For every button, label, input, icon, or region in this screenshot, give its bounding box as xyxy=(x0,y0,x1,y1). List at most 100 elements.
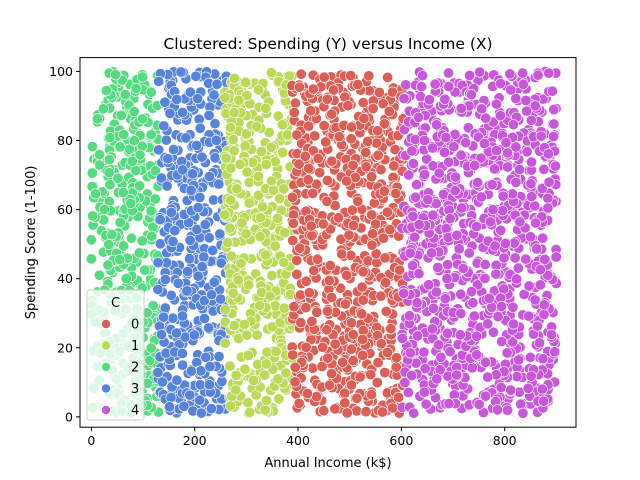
data-point xyxy=(219,304,231,316)
data-point xyxy=(455,102,467,114)
data-point xyxy=(538,163,550,175)
data-point xyxy=(494,110,506,122)
data-point xyxy=(407,158,419,170)
data-point xyxy=(449,171,461,183)
points-layer xyxy=(85,66,562,419)
data-point xyxy=(307,145,319,157)
data-point xyxy=(219,209,231,221)
series-1-points xyxy=(219,67,300,419)
data-point xyxy=(510,141,522,153)
data-point xyxy=(495,224,507,236)
data-point xyxy=(118,129,130,141)
data-point xyxy=(464,70,476,82)
data-point xyxy=(288,301,300,313)
data-point xyxy=(427,209,439,221)
data-point xyxy=(228,72,240,84)
data-point xyxy=(128,135,140,147)
data-point xyxy=(261,394,273,406)
data-point xyxy=(175,66,187,78)
data-point xyxy=(365,368,377,380)
data-point xyxy=(164,401,176,413)
data-point xyxy=(110,69,122,81)
data-point xyxy=(222,237,234,249)
data-point xyxy=(538,299,550,311)
data-point xyxy=(232,274,244,286)
data-point xyxy=(375,338,387,350)
x-tick-label: 400 xyxy=(286,433,310,448)
data-point xyxy=(328,84,340,96)
legend-label: 3 xyxy=(131,382,139,397)
data-point xyxy=(225,162,237,174)
data-point xyxy=(484,216,496,228)
data-point xyxy=(347,219,359,231)
data-point xyxy=(198,251,210,263)
data-point xyxy=(480,112,492,124)
plot-area-frame xyxy=(79,57,577,428)
data-point xyxy=(548,118,560,130)
data-point xyxy=(455,307,467,319)
data-point xyxy=(260,249,272,261)
data-point xyxy=(219,337,231,349)
data-point xyxy=(456,202,468,214)
data-point xyxy=(194,122,206,134)
data-point xyxy=(346,204,358,216)
data-point xyxy=(492,311,504,323)
data-point xyxy=(468,310,480,322)
data-point xyxy=(307,83,319,95)
data-point xyxy=(517,67,529,79)
data-point xyxy=(413,268,425,280)
data-point xyxy=(356,308,368,320)
data-point xyxy=(321,324,333,336)
data-point xyxy=(180,132,192,144)
data-point xyxy=(85,234,97,246)
data-point xyxy=(177,310,189,322)
data-point xyxy=(345,343,357,355)
data-point xyxy=(471,330,483,342)
data-point xyxy=(171,327,183,339)
data-point xyxy=(187,168,199,180)
data-point xyxy=(321,175,333,187)
data-point xyxy=(467,297,479,309)
data-point xyxy=(309,130,321,142)
data-point xyxy=(139,264,151,276)
data-point xyxy=(225,400,237,412)
data-point xyxy=(254,300,266,312)
data-point xyxy=(341,269,353,281)
data-point xyxy=(307,362,319,374)
data-point xyxy=(130,165,142,177)
data-point xyxy=(399,376,411,388)
data-point xyxy=(322,352,334,364)
data-point xyxy=(251,329,263,341)
data-point xyxy=(208,89,220,101)
data-point xyxy=(463,247,475,259)
data-point xyxy=(239,363,251,375)
data-point xyxy=(205,403,217,415)
data-point xyxy=(228,145,240,157)
data-point xyxy=(287,349,299,361)
data-point xyxy=(318,405,330,417)
data-point xyxy=(547,131,559,143)
data-point xyxy=(357,294,369,306)
data-point xyxy=(371,377,383,389)
data-point xyxy=(471,221,483,233)
data-point xyxy=(449,185,461,197)
data-point xyxy=(156,376,168,388)
data-point xyxy=(545,328,557,340)
data-point xyxy=(259,369,271,381)
data-point xyxy=(194,191,206,203)
data-point xyxy=(440,131,452,143)
data-point xyxy=(526,191,538,203)
data-point xyxy=(479,258,491,270)
data-point xyxy=(403,169,415,181)
data-point xyxy=(542,192,554,204)
data-point xyxy=(103,167,115,179)
data-point xyxy=(93,149,105,161)
data-point xyxy=(423,279,435,291)
data-point xyxy=(102,259,114,271)
data-point xyxy=(321,93,333,105)
data-point xyxy=(515,398,527,410)
data-point xyxy=(546,85,558,97)
data-point xyxy=(286,191,298,203)
data-point xyxy=(425,247,437,259)
data-point xyxy=(295,317,307,329)
